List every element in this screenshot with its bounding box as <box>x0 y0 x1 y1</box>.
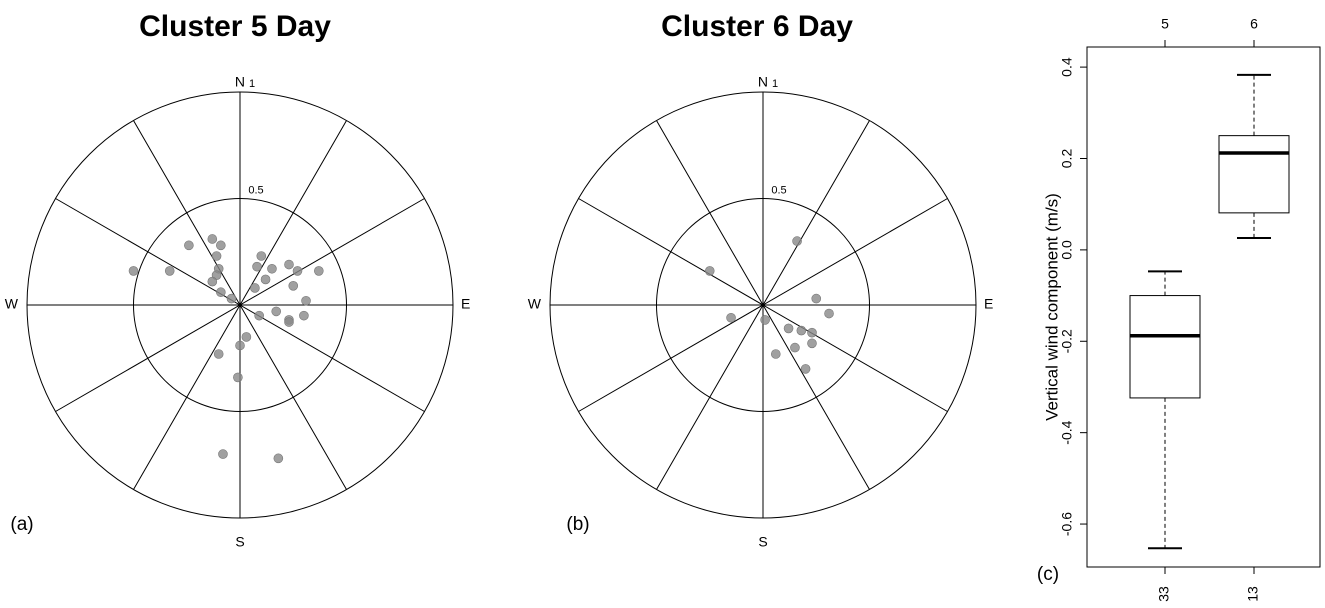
panel-label: (a) <box>10 514 33 535</box>
point <box>218 449 228 459</box>
point <box>250 283 260 293</box>
point <box>164 266 175 276</box>
chart-title: Cluster 5 Day <box>139 10 331 43</box>
point <box>184 240 194 251</box>
spoke <box>656 120 870 490</box>
point <box>796 325 807 336</box>
panel-label: (c) <box>1037 564 1059 585</box>
point <box>207 234 218 244</box>
category-label: 6 <box>1250 16 1258 32</box>
point <box>267 263 277 274</box>
point <box>128 266 139 276</box>
count-label: 13 <box>1245 586 1261 602</box>
y-axis-label: Vertical wind component (m/s) <box>1042 193 1061 421</box>
range-circle <box>549 91 977 519</box>
range-circle <box>133 198 347 412</box>
y-tick-label: 0.4 <box>1059 57 1075 77</box>
point <box>770 349 781 359</box>
box <box>1218 135 1290 214</box>
point <box>783 323 794 334</box>
chart-title: Cluster 6 Day <box>661 10 853 43</box>
range-circle <box>26 91 454 519</box>
radial-tick-label: 1 <box>249 78 255 90</box>
point <box>233 372 243 383</box>
point <box>241 332 252 342</box>
panel-label: (b) <box>566 514 589 535</box>
point <box>252 261 262 272</box>
point <box>811 293 822 304</box>
point <box>284 317 294 327</box>
box <box>1129 295 1201 399</box>
y-tick-label: 0.2 <box>1059 149 1075 169</box>
range-circle <box>656 198 870 412</box>
point <box>292 266 303 276</box>
point <box>273 453 284 464</box>
point <box>301 295 311 306</box>
point <box>226 293 237 304</box>
point <box>235 340 245 351</box>
point <box>271 306 282 317</box>
direction-label: S <box>235 534 244 550</box>
direction-label: N <box>758 74 768 90</box>
point <box>792 236 802 246</box>
point <box>254 310 264 321</box>
y-tick-label: -0.6 <box>1059 512 1075 536</box>
radial-tick-label: 0.5 <box>771 184 786 196</box>
y-tick-label: 0.0 <box>1059 240 1075 260</box>
point <box>260 274 271 285</box>
point <box>704 266 715 276</box>
radial-tick-label: 0.5 <box>248 184 263 196</box>
point <box>207 276 218 287</box>
point <box>824 308 834 319</box>
point <box>211 251 222 261</box>
direction-label: W <box>528 296 542 312</box>
point <box>800 364 811 374</box>
plot-frame <box>1086 46 1321 568</box>
y-tick-label: -0.4 <box>1059 420 1075 444</box>
point <box>216 287 226 298</box>
point <box>213 349 224 359</box>
direction-label: W <box>5 296 19 312</box>
spoke <box>133 120 347 490</box>
point <box>288 281 299 291</box>
point <box>256 251 267 261</box>
direction-label: E <box>461 296 470 312</box>
y-tick-label: -0.2 <box>1059 329 1075 353</box>
point <box>726 312 736 323</box>
category-label: 5 <box>1161 16 1169 32</box>
point <box>216 240 226 251</box>
point <box>284 259 294 270</box>
point <box>760 315 770 325</box>
direction-label: S <box>758 534 767 550</box>
direction-label: N <box>235 74 245 90</box>
point <box>807 327 817 338</box>
point <box>299 310 309 321</box>
count-label: 33 <box>1156 586 1172 602</box>
point <box>314 266 324 276</box>
radial-tick-label: 1 <box>772 78 778 90</box>
point <box>790 342 800 353</box>
direction-label: E <box>984 296 993 312</box>
point <box>807 338 817 349</box>
